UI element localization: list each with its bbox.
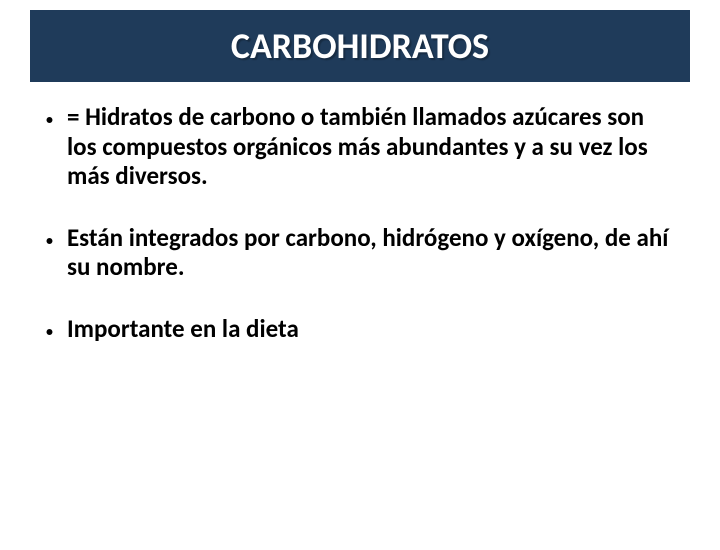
bullet-item: • = Hidratos de carbono o también llamad… [46, 102, 674, 191]
bullet-text: Están integrados por carbono, hidrógeno … [67, 223, 674, 282]
bullet-text: Importante en la dieta [67, 314, 674, 344]
bullet-text: = Hidratos de carbono o también llamados… [67, 102, 674, 191]
slide-body: • = Hidratos de carbono o también llamad… [0, 82, 720, 343]
bullet-dot-icon: • [46, 112, 53, 129]
slide-title: CARBOHIDRATOS [30, 24, 690, 68]
bullet-item: • Están integrados por carbono, hidrógen… [46, 223, 674, 282]
title-bar: CARBOHIDRATOS [30, 10, 690, 82]
bullet-item: • Importante en la dieta [46, 314, 674, 344]
bullet-dot-icon: • [46, 324, 53, 341]
bullet-dot-icon: • [46, 233, 53, 250]
